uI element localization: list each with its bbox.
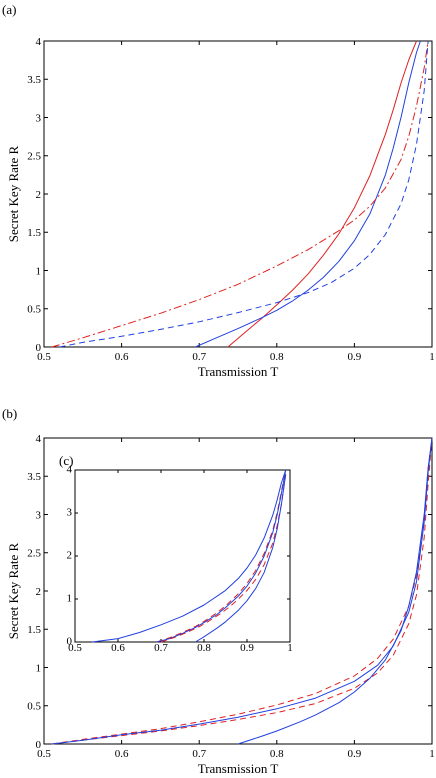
panel-a-y-tick-label: 1.5 (27, 227, 41, 239)
panel-a-y-tick-label: 2 (36, 189, 42, 201)
panel-a-plot-frame (43, 40, 433, 348)
panel-b-x-tick-label: 0.6 (115, 748, 129, 760)
panel-b-y-tick-label: 1.5 (27, 624, 41, 636)
inset-series-line-3 (156, 469, 287, 643)
panel-b-y-tick-label: 4 (36, 433, 42, 445)
panel-a-y-tick-label: 3 (36, 112, 42, 124)
panel-a-x-tick-label: 0.7 (192, 351, 206, 363)
panel-b-y-tick-label: 3 (36, 509, 42, 521)
panel-b-x-tick-label: 0.8 (270, 748, 284, 760)
panel-b-x-axis-label: Transmission T (198, 761, 279, 776)
inset-x-tick-label: 0.7 (154, 642, 168, 654)
panel-a-y-axis-label: Secret Key Rate R (6, 145, 21, 242)
panel-a-x-tick-label: 0.6 (115, 351, 129, 363)
panel-b-label: (b) (2, 406, 17, 421)
panel-a-y-tick-label: 0.5 (27, 304, 41, 316)
panel-b-series-line-3 (51, 437, 433, 745)
inset-series-line-2 (156, 469, 287, 643)
panel-b-x-tick-label: 0.7 (192, 748, 206, 760)
inset-y-tick-label: 2 (67, 549, 73, 561)
panel-a: (a) 0.5 0.6 0.7 0.8 0.9 100.511.522.533.54 Tr… (2, 2, 435, 379)
panel-a-y-tick-label: 3.5 (27, 74, 41, 86)
inset-series-line-1 (92, 469, 287, 643)
panel-a-x-tick-label: 0.5 (37, 351, 51, 363)
inset-y-tick-label: 1 (67, 592, 73, 604)
panel-b-ticks: 0.5 0.6 0.7 0.8 0.9 100.511.522.533.54 (27, 433, 435, 760)
panel-b: (b) 0.5 0.6 0.7 0.8 0.9 100.511.522.533.54 Tr… (2, 406, 435, 776)
inset-ticks: 0.5 0.6 0.7 0.8 0.9 1 0 1 2 3 4 (67, 463, 293, 654)
panel-b-series-line-1 (51, 437, 433, 745)
inset-x-tick-label: 0.6 (111, 642, 125, 654)
panel-a-x-tick-label: 0.8 (270, 351, 284, 363)
panel-a-x-tick-label: 0.9 (348, 351, 362, 363)
panel-b-y-tick-label: 3.5 (27, 471, 41, 483)
panel-b-x-tick-label: 0.9 (348, 748, 362, 760)
inset-y-tick-label: 0 (67, 635, 73, 647)
inset-series (92, 469, 287, 643)
panel-a-series-line-2 (195, 40, 421, 348)
panel-b-y-tick-label: 1 (36, 662, 42, 674)
panel-b-y-tick-label: 2 (36, 586, 42, 598)
panel-a-y-tick-label: 2.5 (27, 151, 41, 163)
panel-a-series-line-3 (51, 40, 429, 348)
inset-series-line-5 (195, 474, 287, 643)
panel-b-series-line-4 (237, 437, 433, 745)
panel-a-y-tick-label: 4 (36, 36, 42, 48)
panel-b-y-tick-label: 2.5 (27, 548, 41, 560)
panel-b-y-axis-label: Secret Key Rate R (6, 542, 21, 639)
panel-b-x-tick-label: 1 (429, 748, 435, 760)
inset-x-tick-label: 1 (287, 642, 293, 654)
inset-panel-label: (c) (59, 453, 73, 468)
panel-b-x-tick-label: 0.5 (37, 748, 51, 760)
inset-x-tick-label: 0.9 (240, 642, 254, 654)
panel-a-series (51, 40, 429, 348)
panel-a-y-tick-label: 0 (36, 342, 42, 354)
panel-b-y-tick-label: 0.5 (27, 701, 41, 713)
panel-b-y-tick-label: 0 (36, 739, 42, 751)
panel-a-x-axis-label: Transmission T (198, 364, 279, 379)
inset-series-line-4 (160, 474, 287, 643)
panel-a-y-tick-label: 1 (36, 265, 42, 277)
inset-x-tick-label: 0.8 (197, 642, 211, 654)
panel-b-series-line-2 (51, 437, 433, 745)
inset-background (75, 470, 290, 642)
inset-y-tick-label: 3 (67, 506, 73, 518)
panel-a-label: (a) (2, 2, 16, 17)
panel-a-series-line-4 (59, 40, 429, 348)
panel-a-ticks: 0.5 0.6 0.7 0.8 0.9 100.511.522.533.54 (27, 36, 435, 363)
panel-a-x-tick-label: 1 (429, 351, 435, 363)
inset-y-tick-label: 4 (67, 463, 73, 475)
panel-b-series (51, 437, 433, 745)
panel-a-series-line-1 (227, 40, 417, 348)
inset-panel-c: (c) 0.5 0.6 0.7 0.8 0.9 1 0 1 2 3 4 (59, 453, 293, 654)
inset-x-tick-label: 0.5 (68, 642, 82, 654)
